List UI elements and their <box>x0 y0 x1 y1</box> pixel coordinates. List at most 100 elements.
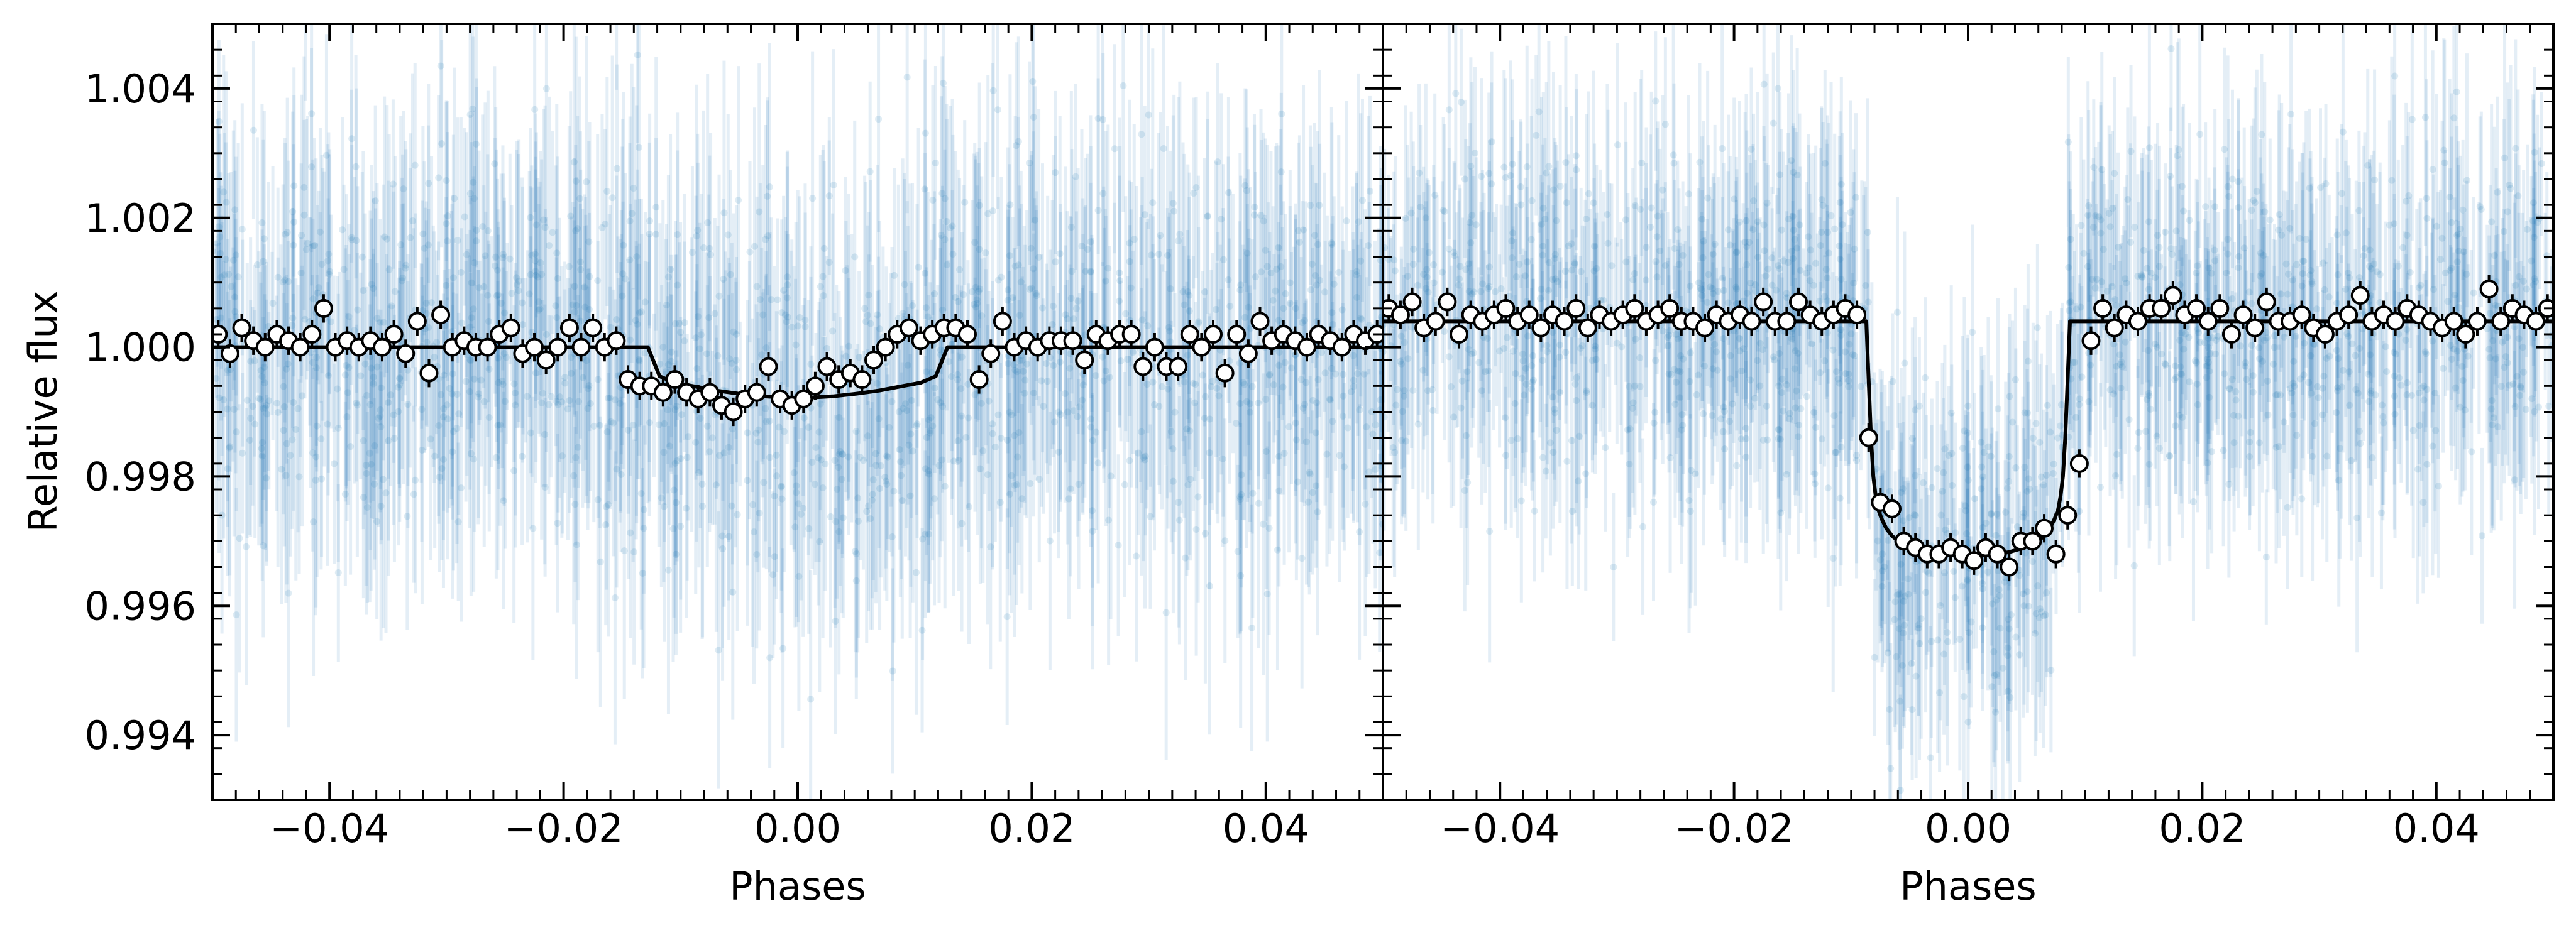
raw-point <box>1026 285 1033 293</box>
raw-point <box>309 242 317 249</box>
raw-point <box>528 251 536 259</box>
raw-point <box>1389 444 1397 452</box>
raw-point <box>2189 498 2197 505</box>
raw-point <box>801 323 809 330</box>
raw-point <box>607 418 615 425</box>
raw-point <box>2228 376 2236 383</box>
raw-point <box>973 300 981 307</box>
raw-point <box>2507 185 2514 192</box>
raw-point <box>2248 342 2255 349</box>
raw-point <box>1176 231 1184 238</box>
raw-point <box>1777 509 1785 516</box>
raw-point <box>2098 278 2105 285</box>
raw-point <box>832 617 839 625</box>
raw-point <box>234 273 242 281</box>
raw-point <box>756 208 763 216</box>
raw-point <box>1262 246 1269 254</box>
raw-point <box>497 299 505 307</box>
raw-point <box>2155 445 2163 452</box>
raw-point <box>938 306 946 314</box>
binned-point <box>759 357 778 376</box>
raw-point <box>418 406 426 413</box>
raw-point <box>1314 241 1322 248</box>
raw-point <box>864 432 871 440</box>
raw-point <box>278 466 285 473</box>
raw-point <box>1030 113 1037 121</box>
raw-point <box>1248 624 1256 631</box>
raw-point <box>566 396 573 404</box>
raw-point <box>2180 207 2188 215</box>
raw-point <box>396 374 404 381</box>
raw-point <box>1470 288 1478 296</box>
raw-point <box>1260 217 1267 225</box>
raw-point <box>1407 209 1415 217</box>
raw-point <box>756 296 764 303</box>
raw-point <box>510 467 518 474</box>
raw-point <box>2249 372 2257 379</box>
binned-point <box>290 337 310 357</box>
raw-point <box>2458 363 2466 370</box>
raw-point <box>1479 280 1487 288</box>
raw-point <box>863 508 871 515</box>
raw-point <box>443 220 450 227</box>
raw-point <box>261 404 269 412</box>
raw-point <box>343 361 350 369</box>
raw-point <box>1292 436 1300 444</box>
raw-point <box>749 501 757 508</box>
raw-point <box>466 111 474 119</box>
raw-point <box>289 436 296 444</box>
raw-point <box>1015 261 1022 269</box>
raw-point <box>693 365 701 373</box>
raw-point <box>1075 481 1082 488</box>
raw-point <box>1249 489 1257 497</box>
x-tick-label: 0.04 <box>1223 805 1309 851</box>
raw-point <box>905 441 913 449</box>
raw-point <box>728 359 735 367</box>
raw-point <box>1318 349 1326 356</box>
raw-point <box>353 400 360 407</box>
raw-point <box>842 266 849 274</box>
raw-point <box>1308 260 1316 268</box>
raw-point <box>1533 131 1540 139</box>
raw-point <box>922 129 929 137</box>
raw-point <box>1340 392 1347 400</box>
raw-point <box>226 444 233 452</box>
raw-point <box>866 168 874 175</box>
raw-point <box>901 400 909 408</box>
raw-point <box>1273 265 1280 273</box>
raw-point <box>978 312 986 320</box>
raw-point <box>1365 321 1373 329</box>
binned-point <box>1075 351 1094 370</box>
raw-point <box>1194 320 1202 327</box>
raw-point <box>494 291 502 298</box>
raw-point <box>1666 327 1674 334</box>
raw-point <box>2511 324 2518 331</box>
raw-point <box>1652 357 1660 364</box>
raw-point <box>404 513 411 520</box>
raw-point <box>1104 265 1112 272</box>
raw-point <box>729 425 736 433</box>
raw-point <box>423 339 431 346</box>
raw-point <box>867 515 874 523</box>
raw-point <box>1105 516 1113 524</box>
raw-point <box>1881 563 1888 570</box>
raw-point <box>567 212 575 220</box>
raw-point <box>2090 163 2098 171</box>
raw-point <box>301 315 309 323</box>
raw-point <box>889 667 896 675</box>
raw-point <box>1206 415 1214 423</box>
raw-point <box>1092 372 1099 379</box>
raw-point <box>1079 381 1087 389</box>
raw-point <box>1350 383 1358 390</box>
raw-point <box>1199 371 1206 379</box>
raw-point <box>699 503 707 510</box>
raw-point <box>955 456 962 464</box>
raw-point <box>348 236 356 244</box>
raw-point <box>263 401 270 409</box>
raw-point <box>923 368 930 376</box>
raw-point <box>778 483 785 490</box>
raw-point <box>876 485 884 493</box>
binned-point <box>419 363 439 383</box>
raw-point <box>370 480 378 488</box>
raw-point <box>2145 285 2152 293</box>
